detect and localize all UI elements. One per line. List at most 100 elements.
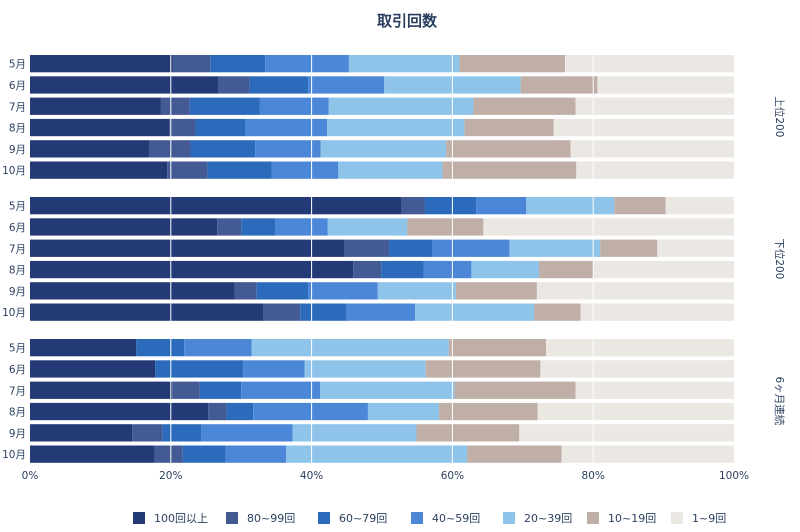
y-tick-label: 8月 xyxy=(9,123,26,135)
bar-segment xyxy=(30,303,264,321)
bar-segment xyxy=(346,303,416,321)
bar-segment xyxy=(30,55,173,73)
y-tick-label: 9月 xyxy=(9,428,26,440)
bar-segment xyxy=(154,445,183,463)
x-axis-ticks: 0% 20% 40% 60% 80% 100% xyxy=(22,470,749,482)
legend-swatch xyxy=(411,512,423,524)
bar-segment xyxy=(304,360,426,378)
bar-segment xyxy=(162,424,202,442)
x-tick-label: 20% xyxy=(159,470,182,482)
y-axis-labels: 5月 6月 7月 8月 9月 10月 5月 6月 7月 8月 9月 10月 5月 6月 7月 8月 9月 10月 xyxy=(2,59,26,461)
y-tick-label: 8月 xyxy=(9,407,26,419)
legend-label: 1~9回 xyxy=(692,512,726,525)
x-tick-label: 100% xyxy=(719,470,749,482)
legend-swatch xyxy=(671,512,683,524)
bar-segment xyxy=(167,161,208,179)
y-tick-label: 6月 xyxy=(9,364,26,376)
y-tick-label: 8月 xyxy=(9,265,26,277)
bars-layer xyxy=(30,55,734,463)
bar-segment xyxy=(565,55,734,73)
x-tick-label: 0% xyxy=(22,470,39,482)
bar-segment xyxy=(593,260,734,279)
bar-segment xyxy=(454,381,576,399)
legend-item[interactable]: 20~39回 xyxy=(503,512,572,525)
bar-segment xyxy=(241,381,321,399)
bar-segment xyxy=(614,197,666,215)
bar-segment xyxy=(416,424,520,442)
bar-segment xyxy=(30,140,149,158)
legend-item[interactable]: 100回以上 xyxy=(133,512,208,525)
y-tick-label: 9月 xyxy=(9,286,26,298)
bar-segment xyxy=(597,76,734,94)
legend-swatch xyxy=(226,512,238,524)
bar-segment xyxy=(182,445,226,463)
legend-item[interactable]: 40~59回 xyxy=(411,512,480,525)
bar-segment xyxy=(476,197,527,215)
y-tick-label: 10月 xyxy=(2,307,26,319)
bar-segment xyxy=(256,282,309,300)
bar-segment xyxy=(199,381,242,399)
legend-item[interactable]: 10~19回 xyxy=(587,512,656,525)
bar-segment xyxy=(553,118,734,137)
x-tick-label: 40% xyxy=(300,470,323,482)
bar-segment xyxy=(348,55,460,73)
bar-segment xyxy=(377,282,456,300)
bar-segment xyxy=(338,161,443,179)
x-tick-label: 60% xyxy=(441,470,464,482)
bar-segment xyxy=(217,218,242,236)
bar-segment xyxy=(537,402,734,421)
x-tick-label: 80% xyxy=(582,470,605,482)
bar-segment xyxy=(249,76,309,94)
bar-segment xyxy=(561,445,734,463)
bar-segment xyxy=(446,140,571,158)
bar-segment xyxy=(471,260,539,279)
bar-segment xyxy=(308,282,378,300)
bar-segment xyxy=(30,260,354,279)
bar-segment xyxy=(155,360,244,378)
bar-segment xyxy=(519,424,734,442)
bar-segment xyxy=(538,260,594,279)
bar-segment xyxy=(243,360,305,378)
legend-swatch xyxy=(587,512,599,524)
bar-segment xyxy=(432,239,510,257)
y-tick-label: 5月 xyxy=(9,201,26,213)
bar-segment xyxy=(401,197,425,215)
y-tick-label: 7月 xyxy=(9,101,26,113)
bar-segment xyxy=(30,402,209,421)
bar-segment xyxy=(189,97,260,115)
bar-segment xyxy=(327,218,408,236)
bar-segment xyxy=(423,260,472,279)
y-tick-label: 5月 xyxy=(9,59,26,71)
bar-segment xyxy=(172,55,211,73)
facet-label: 6ヶ月連続 xyxy=(773,377,786,426)
bar-segment xyxy=(218,76,250,94)
bar-segment xyxy=(251,339,449,357)
facet-label: 下位200 xyxy=(773,238,786,279)
bar-segment xyxy=(263,303,301,321)
legend-swatch xyxy=(503,512,515,524)
legend-label: 20~39回 xyxy=(524,512,572,525)
bar-segment xyxy=(381,260,424,279)
bar-segment xyxy=(483,218,734,236)
bar-segment xyxy=(570,140,734,158)
bar-segment xyxy=(292,424,417,442)
bar-segment xyxy=(30,339,137,357)
bar-segment xyxy=(30,76,219,94)
legend-item[interactable]: 1~9回 xyxy=(671,512,726,525)
bar-segment xyxy=(320,381,455,399)
legend-item[interactable]: 80~99回 xyxy=(226,512,295,525)
bar-segment xyxy=(225,445,287,463)
bar-segment xyxy=(148,140,191,158)
bar-segment xyxy=(308,76,385,94)
bar-segment xyxy=(580,303,734,321)
bar-segment xyxy=(30,360,156,378)
bar-segment xyxy=(286,445,468,463)
legend[interactable]: 100回以上 80~99回 60~79回 40~59回 20~39回 10~19回 1~9回 xyxy=(133,512,726,525)
gridlines xyxy=(170,52,594,465)
bar-segment xyxy=(546,339,734,357)
bar-segment xyxy=(265,55,349,73)
bar-segment xyxy=(415,303,535,321)
legend-item[interactable]: 60~79回 xyxy=(318,512,387,525)
y-tick-label: 10月 xyxy=(2,165,26,177)
y-tick-label: 5月 xyxy=(9,343,26,355)
